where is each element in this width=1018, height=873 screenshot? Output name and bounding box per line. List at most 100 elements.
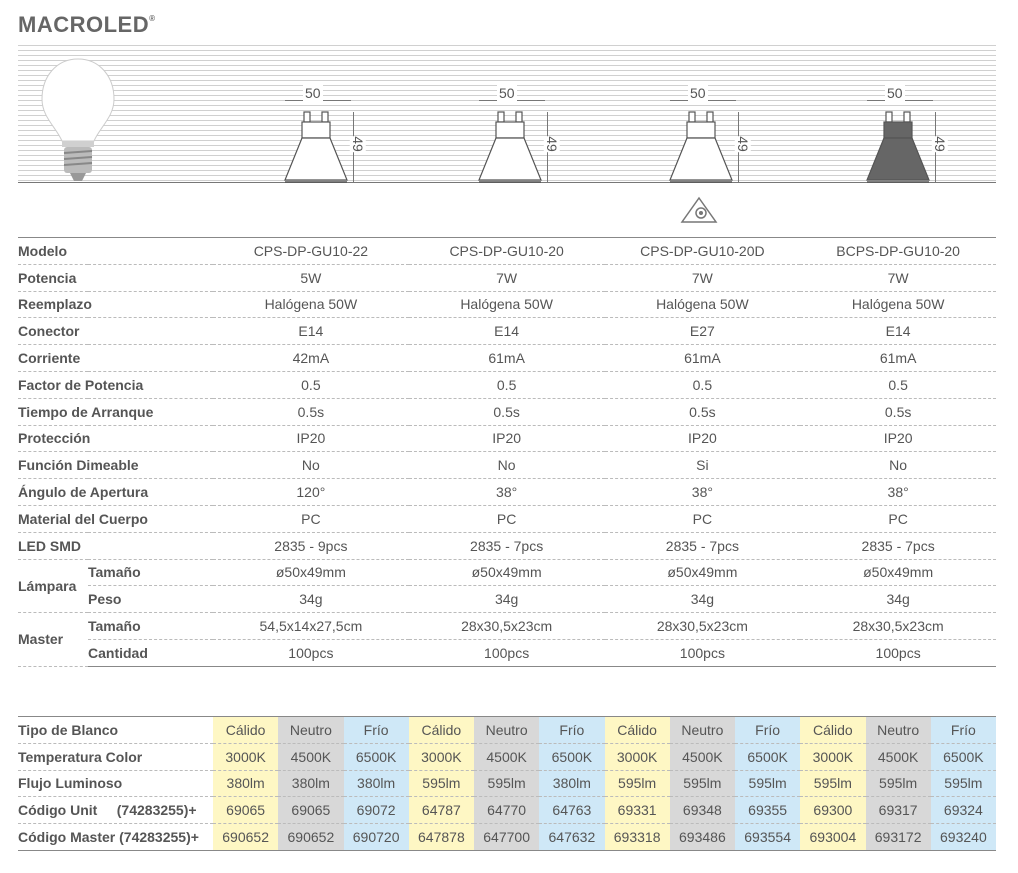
color-value: 693318 [604,823,670,851]
color-value: 69355 [735,796,801,825]
spec-value: CPS-DP-GU10-20 [408,237,605,265]
spec-value: 34g [604,585,801,614]
spec-value: PC [213,505,409,533]
color-value: 647878 [408,823,474,851]
spec-value: 34g [408,585,605,614]
color-value: 380lm [343,770,409,798]
width-dimension-label: 50 [885,85,905,101]
color-label: Temperatura Color [18,743,213,771]
color-value: 595lm [604,770,670,798]
color-value: 69348 [669,796,735,825]
spec-value: 28x30,5x23cm [604,612,801,640]
spec-value: Halógena 50W [800,291,996,319]
spec-row: Ángulo de Apertura 120° 38° 38° 38° [18,478,996,506]
color-value: Neutro [669,716,735,744]
gu10-spot-icon [669,111,733,183]
spec-label: Función Dimeable [18,451,213,480]
spec-row: Material del Cuerpo PC PC PC PC [18,505,996,533]
spec-row: LED SMD 2835 - 9pcs 2835 - 7pcs 2835 - 7pcs… [18,532,996,560]
spec-value: PC [604,505,801,533]
color-label: Flujo Luminoso [18,770,213,798]
spec-value: 61mA [408,344,605,372]
color-value: 6500K [343,743,409,771]
spec-value: 7W [604,264,801,292]
color-value: 693004 [800,823,866,851]
color-value: 69065 [278,796,344,825]
spec-value: 0.5 [408,371,605,399]
color-value: 4500K [865,743,931,771]
spec-value: 2835 - 7pcs [604,532,801,560]
spec-label: Corriente [18,344,213,372]
color-value: 64787 [408,796,474,825]
color-label: Código Unit (74283255)+ [18,796,213,825]
spec-sublabel: Cantidad [88,639,213,667]
color-value: 6500K [735,743,801,771]
spec-value: E27 [604,317,801,346]
spec-value: 100pcs [604,639,801,667]
color-value: 64770 [474,796,540,825]
spec-value: 100pcs [213,639,409,667]
spec-row: Conector E14 E14 E27 E14 [18,317,996,346]
color-value: 595lm [669,770,735,798]
gu10-spot-icon [478,111,542,183]
gu10-spot-icon [284,111,348,183]
spec-value: BCPS-DP-GU10-20 [800,237,996,265]
spec-value: ø50x49mm [800,559,996,587]
color-value: 3000K [408,743,474,771]
color-value: 380lm [539,770,605,798]
spec-value: 34g [800,585,996,614]
spec-label: Tiempo de Arranque [18,398,213,426]
gu10-spot-icon [866,111,930,183]
spec-value: 5W [213,264,409,292]
spec-value: Halógena 50W [604,291,801,319]
spec-row: Lámpara Tamaño ø50x49mm ø50x49mm ø50x49mm ø50… [18,559,996,614]
color-value: 4500K [278,743,344,771]
spec-label: Ángulo de Apertura [18,478,213,506]
color-value: 690652 [213,823,279,851]
spec-value: Si [604,451,801,480]
spec-value: E14 [800,317,996,346]
spec-row: Función Dimeable No No Si No [18,451,996,480]
spec-value: 61mA [800,344,996,372]
color-row: Código Master (74283255)+ 690652 690652 690… [18,823,996,851]
spec-value: CPS-DP-GU10-22 [213,237,409,265]
color-value: 380lm [278,770,344,798]
spec-value: 0.5s [213,398,409,426]
spec-label: Factor de Potencia [18,371,213,399]
color-value: 595lm [800,770,866,798]
color-row: Temperatura Color 3000K 4500K 6500K 3000K 450… [18,743,996,771]
spec-value: E14 [213,317,409,346]
color-value: Frío [735,716,801,744]
spec-value: 7W [408,264,605,292]
spec-sublabel: Tamaño [88,612,213,640]
color-value: 69300 [800,796,866,825]
color-value: 3000K [800,743,866,771]
spec-value: 100pcs [408,639,605,667]
color-value: Cálido [604,716,670,744]
color-label: Tipo de Blanco [18,716,213,744]
spec-value: No [800,451,996,480]
color-value: 647632 [539,823,605,851]
color-row: Tipo de Blanco Cálido Neutro Frío Cálido Neut… [18,716,996,744]
color-row: Flujo Luminoso 380lm 380lm 380lm 595lm 595lm 3… [18,770,996,798]
spec-value: 38° [408,478,605,506]
color-table: Tipo de Blanco Cálido Neutro Frío Cálido Neut… [18,716,996,851]
brand-mark: ® [149,14,156,23]
height-dimension-label: 49 [543,136,560,152]
spec-row: Potencia 5W 7W 7W 7W [18,264,996,292]
color-value: 693172 [865,823,931,851]
spec-row: Master Tamaño 54,5x14x27,5cm 28x30,5x23cm 28… [18,612,996,667]
spec-group-label: Lámpara [18,559,88,614]
color-value: 4500K [669,743,735,771]
color-value: Neutro [474,716,540,744]
color-row: Código Unit (74283255)+ 69065 69065 69072 64… [18,796,996,825]
spec-sublabel: Peso [88,585,213,614]
color-value: Frío [930,716,996,744]
spec-value: 38° [604,478,801,506]
spec-value: 2835 - 9pcs [213,532,409,560]
spec-label: Material del Cuerpo [18,505,213,533]
height-dimension-label: 49 [349,136,366,152]
spec-value: 120° [213,478,409,506]
spec-value: 0.5 [604,371,801,399]
spec-value: 0.5s [800,398,996,426]
